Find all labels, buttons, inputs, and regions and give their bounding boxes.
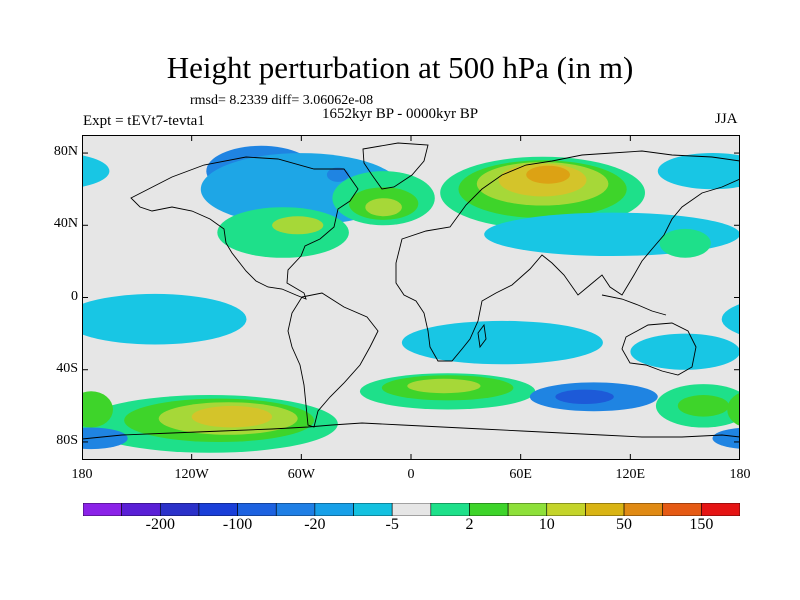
colorbar-swatch [353,503,393,516]
field-feature-cyan [401,320,603,365]
latitude-label: 40S [56,360,78,376]
field-feature-darkblue [555,389,614,404]
latitude-label: 0 [71,288,78,304]
field-feature-green [677,395,730,417]
map-tickmarks [82,135,740,460]
colorbar-swatch [585,503,625,516]
colorbar-label: 10 [538,516,555,533]
season-label: JJA [715,111,738,127]
colorbar-swatch [662,503,702,516]
colorbar-swatch [83,503,122,516]
colorbar-swatch [507,503,548,516]
coast-africa-eurasia [395,150,740,362]
coast-indonesia [601,294,667,316]
latitude-label: 40N [53,216,78,232]
coast-madagascar [477,323,487,349]
longitude-label: 60E [509,467,532,482]
field-feature-blue [712,427,740,449]
field-feature-blue [82,427,128,450]
longitude-label: 120W [174,467,209,482]
colorbar-label: 2 [465,516,474,533]
colorbar-swatch [430,503,470,516]
colorbar-label: -5 [385,516,399,533]
latitude-label: 80S [56,432,78,448]
colorbar-swatch [275,503,316,516]
colorbar-swatch [701,503,740,516]
longitude-label: 180 [729,467,751,482]
field-feature-green [727,392,740,426]
stats-label: rmsd= 8.2339 diff= 3.06062e-08 [190,93,374,108]
colorbar-swatch [121,503,161,516]
colorbar-label: -20 [304,516,326,533]
map-panel [82,135,740,460]
field-feature-yellow [191,405,273,428]
field-feature-yellowgreen [365,198,402,217]
colorbar-swatch [469,503,509,516]
colorbar-swatch [159,503,200,516]
field-feature-green [82,391,113,428]
colorbar-swatch [623,503,664,516]
colorbar-label: -200 [145,516,175,533]
colorbar-label: 50 [616,516,633,533]
colorbar-swatch [546,503,586,516]
coastlines [82,142,740,440]
colorbar-swatch [391,503,432,516]
colorbar-label: 150 [689,516,714,533]
field-feature-yellowgreen [272,216,324,235]
coast-north-america [130,156,359,300]
plot-title: Height perturbation at 500 hPa (in m) [166,50,634,85]
colorbar [83,503,740,516]
field-feature-cyan [630,333,740,370]
coast-australia [621,322,697,376]
coast-greenland [362,142,429,190]
latitude-label: 80N [53,144,78,160]
field-feature-orange [526,165,570,184]
coast-antarctica [82,422,740,440]
field-feature-yellowgreen [407,378,481,394]
period-label: 1652kyr BP - 0000kyr BP [322,106,479,122]
field-feature-blue [326,167,349,182]
experiment-label: Expt = tEVt7-tevta1 [83,113,205,129]
field-feature-cyan [721,304,740,335]
longitude-label: 60W [287,467,315,482]
longitude-label: 120E [615,467,646,482]
field-feature-cyan [82,155,110,187]
field-feature-cyan [82,293,247,345]
field-feature-teal [659,228,711,258]
coast-south-america [287,292,379,428]
height-perturbation-field [82,145,740,453]
field-feature-cyan [657,153,740,190]
longitude-label: 180 [71,467,93,482]
colorbar-label: -100 [222,516,253,533]
colorbar-swatch [237,503,277,516]
longitude-label: 0 [407,467,415,482]
colorbar-swatch [198,503,238,516]
colorbar-swatch [314,503,354,516]
